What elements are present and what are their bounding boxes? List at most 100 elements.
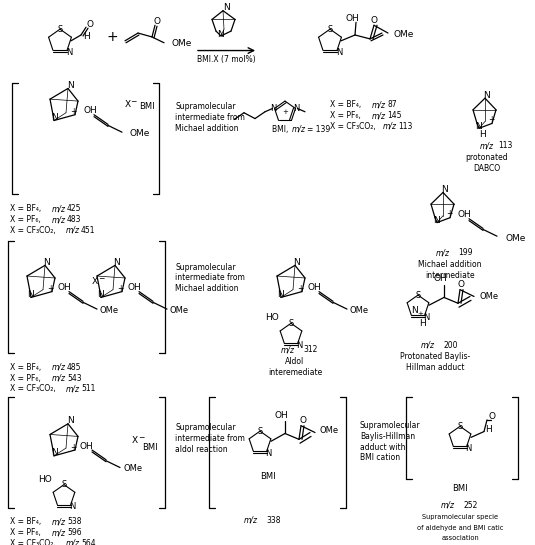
Text: N: N xyxy=(465,444,472,453)
Text: OMe: OMe xyxy=(479,292,498,301)
Text: m/z: m/z xyxy=(480,141,494,150)
Text: N: N xyxy=(44,258,50,267)
Text: OH: OH xyxy=(457,210,471,219)
Text: m/z: m/z xyxy=(372,111,386,120)
Text: N: N xyxy=(66,48,72,57)
Text: O: O xyxy=(371,16,378,25)
Text: BMI: BMI xyxy=(452,485,468,493)
Text: X: X xyxy=(125,100,131,110)
Text: H: H xyxy=(479,130,486,138)
Text: N: N xyxy=(67,416,73,425)
Text: intermediate from: intermediate from xyxy=(175,113,245,122)
Text: 485: 485 xyxy=(67,363,81,372)
Text: N: N xyxy=(296,341,303,350)
Text: N: N xyxy=(293,104,300,113)
Text: O: O xyxy=(457,280,464,289)
Text: X = BF₄,: X = BF₄, xyxy=(10,204,44,214)
Text: N: N xyxy=(294,258,300,267)
Text: 145: 145 xyxy=(387,111,401,120)
Text: intermediate from: intermediate from xyxy=(175,274,245,282)
Text: S: S xyxy=(257,427,263,435)
Text: Baylis-Hillman: Baylis-Hillman xyxy=(360,432,415,441)
Text: m/z: m/z xyxy=(244,516,258,524)
Text: OMe: OMe xyxy=(130,129,150,138)
Text: m/z: m/z xyxy=(66,539,80,545)
Text: 483: 483 xyxy=(67,215,81,224)
Text: 511: 511 xyxy=(81,384,95,393)
Text: X = PF₆,: X = PF₆, xyxy=(10,528,43,537)
Text: OH: OH xyxy=(345,14,359,23)
Text: OH: OH xyxy=(274,410,288,420)
Text: BMI: BMI xyxy=(142,443,158,452)
Text: 252: 252 xyxy=(463,501,477,510)
Text: O: O xyxy=(154,17,160,26)
Text: OMe: OMe xyxy=(100,306,119,314)
Text: +: + xyxy=(417,311,423,317)
Text: OH: OH xyxy=(83,106,97,116)
Text: N: N xyxy=(476,122,483,131)
Text: N: N xyxy=(51,113,57,122)
Text: of aldehyde and BMI catic: of aldehyde and BMI catic xyxy=(417,525,503,531)
Text: adduct with: adduct with xyxy=(360,443,406,452)
Text: 564: 564 xyxy=(81,539,96,545)
Text: OMe: OMe xyxy=(319,426,338,435)
Text: 538: 538 xyxy=(67,517,81,526)
Text: X = PF₆,: X = PF₆, xyxy=(330,111,363,120)
Text: +: + xyxy=(297,284,303,293)
Text: OH: OH xyxy=(80,441,94,451)
Text: 543: 543 xyxy=(67,373,82,383)
Text: DABCO: DABCO xyxy=(473,164,501,173)
Text: OMe: OMe xyxy=(171,39,192,49)
Text: 113: 113 xyxy=(398,122,412,131)
Text: N: N xyxy=(434,216,440,225)
Text: m/z: m/z xyxy=(52,528,66,537)
Text: X = CF₃CO₂,: X = CF₃CO₂, xyxy=(330,122,378,131)
Text: +: + xyxy=(47,284,53,293)
Text: intermediate: intermediate xyxy=(425,270,475,280)
Text: −: − xyxy=(98,275,104,283)
Text: +: + xyxy=(446,209,452,219)
Text: X = CF₃CO₂,: X = CF₃CO₂, xyxy=(10,226,58,235)
Text: N: N xyxy=(218,29,224,39)
Text: N: N xyxy=(28,290,34,299)
Text: Michael addition: Michael addition xyxy=(175,124,239,133)
Text: m/z: m/z xyxy=(52,215,66,224)
Text: interemediate: interemediate xyxy=(268,368,322,377)
Text: +: + xyxy=(70,443,76,452)
Text: BMI cation: BMI cation xyxy=(360,453,400,462)
Text: X = CF₃CO₂,: X = CF₃CO₂, xyxy=(10,539,58,545)
Text: N: N xyxy=(51,449,57,457)
Text: Protonated Baylis-: Protonated Baylis- xyxy=(400,352,470,361)
Text: OH: OH xyxy=(433,275,447,283)
Text: X = BF₄,: X = BF₄, xyxy=(10,517,44,526)
Text: O: O xyxy=(87,20,94,29)
Text: 338: 338 xyxy=(266,516,280,524)
Text: protonated: protonated xyxy=(465,153,508,162)
Text: association: association xyxy=(441,536,479,542)
Text: N: N xyxy=(113,258,120,267)
Text: m/z: m/z xyxy=(292,125,306,134)
Text: 596: 596 xyxy=(67,528,82,537)
Text: X = CF₃CO₂,: X = CF₃CO₂, xyxy=(10,384,58,393)
Text: N: N xyxy=(70,502,76,511)
Text: OMe: OMe xyxy=(123,464,142,473)
Text: O: O xyxy=(488,411,495,421)
Text: OMe: OMe xyxy=(505,234,525,243)
Text: Supramolecular specie: Supramolecular specie xyxy=(422,514,498,520)
Text: intermediate from: intermediate from xyxy=(175,434,245,443)
Text: N: N xyxy=(278,290,285,299)
Text: m/z: m/z xyxy=(383,122,397,131)
Text: S: S xyxy=(57,25,63,34)
Text: N: N xyxy=(411,306,417,314)
Text: 312: 312 xyxy=(303,346,317,354)
Text: OMe: OMe xyxy=(350,306,369,314)
Text: m/z: m/z xyxy=(52,373,66,383)
Text: Supramolecular: Supramolecular xyxy=(360,421,421,430)
Text: BMI: BMI xyxy=(260,472,276,481)
Text: X = BF₄,: X = BF₄, xyxy=(10,363,44,372)
Text: N: N xyxy=(484,91,491,100)
Text: Supramolecular: Supramolecular xyxy=(175,263,235,272)
Text: m/z: m/z xyxy=(52,363,66,372)
Text: H: H xyxy=(83,33,90,41)
Text: S: S xyxy=(327,25,333,34)
